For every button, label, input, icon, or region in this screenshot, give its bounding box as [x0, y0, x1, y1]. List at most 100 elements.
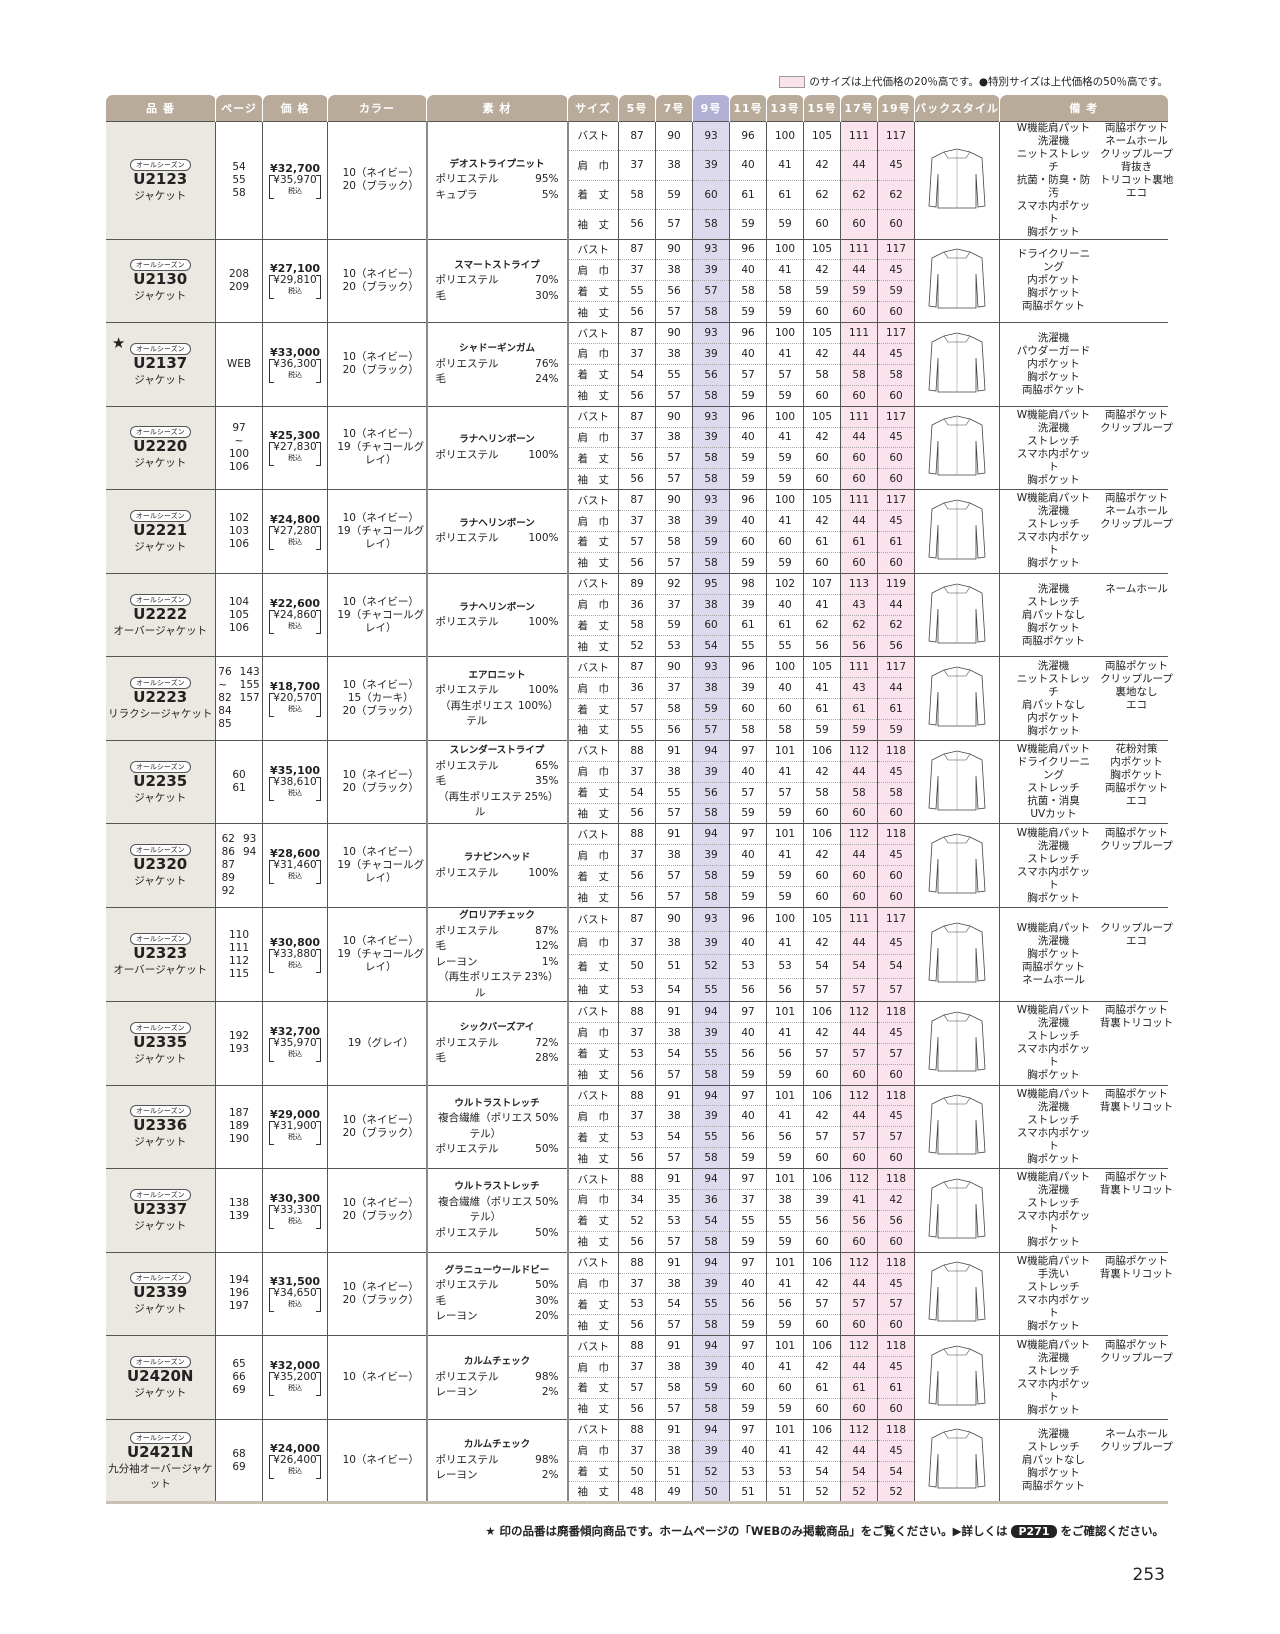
- size-value: 87: [618, 405, 656, 428]
- size-value: 56: [766, 977, 804, 1002]
- percent: 25%）: [524, 790, 559, 803]
- page-ref: 100: [228, 447, 250, 460]
- size-value: 59: [840, 280, 878, 302]
- legend-text: のサイズは上代価格の20％高です。●特別サイズは上代価格の50％高です。: [809, 76, 1168, 88]
- note-item: ストレッチ: [1027, 434, 1080, 447]
- notes-col: ドライクリーニング 内ポケット 胸ポケット 両脇ポケット: [1012, 248, 1095, 313]
- measure-label: 袖 丈: [566, 802, 619, 824]
- price-with-tax: ¥31,460 税込: [269, 860, 321, 885]
- table-row: オールシーズン U2221 ジャケット 102 103 106 ¥24,800 ¥27,280…: [105, 489, 1173, 574]
- size-value: 41: [766, 1439, 804, 1462]
- size-value: 54: [655, 1126, 693, 1148]
- back-style-cell: [914, 907, 1000, 1002]
- pages-col: 62 86 87 89 92: [222, 833, 235, 898]
- size-value: 45: [877, 1105, 915, 1127]
- header-size-9: 9号: [692, 95, 730, 121]
- note-item: スマホ内ポケット: [1016, 199, 1091, 225]
- table-row: 着 丈 56 57 58 59 59 60 60 60: [106, 447, 1168, 469]
- pages-cell: 194 196 197: [215, 1251, 263, 1336]
- composition-row: キュプラ 5%: [436, 188, 559, 204]
- notes-col: W機能肩パット 洗濯機 ニットストレッチ 抗菌・防臭・防汚 スマホ内ポケット 胸ポケット: [1012, 122, 1095, 239]
- size-value: 56: [729, 1042, 767, 1065]
- composition-row: ポリエステル 65%: [436, 759, 559, 775]
- size-value: 118: [877, 1335, 915, 1357]
- measure-label: 着 丈: [566, 614, 619, 636]
- size-value: 58: [692, 209, 730, 239]
- size-value: 37: [618, 930, 656, 955]
- notes-cell: W機能肩パット 洗濯機 ストレッチ スマホ内ポケット 胸ポケット 両脇ポケット 背裏トリコッ…: [999, 1168, 1173, 1253]
- price: ¥33,000: [269, 345, 321, 359]
- size-value: 59: [692, 1377, 730, 1399]
- tax-label: 税込: [287, 872, 302, 881]
- note-item: 胸ポケット: [1027, 1319, 1080, 1332]
- color-option: 19（チャコールグレイ）: [337, 524, 425, 550]
- size-value: 117: [877, 322, 915, 344]
- size-value: 55: [692, 977, 730, 1002]
- notes-columns: W機能肩パット 洗濯機 ニットストレッチ 抗菌・防臭・防汚 スマホ内ポケット 胸ポケット両…: [1012, 122, 1174, 239]
- product-code: U2123: [133, 169, 188, 188]
- pages-columns: 76 ~82 84 85 143 155 157: [216, 666, 262, 731]
- table-row: 着 丈 50 51 52 53 53 54 54 54: [106, 954, 1168, 978]
- size-value: 44: [877, 677, 915, 699]
- size-value: 58: [618, 179, 656, 210]
- size-value: 58: [692, 468, 730, 490]
- size-value: 57: [766, 363, 804, 386]
- price: ¥35,100: [269, 763, 321, 777]
- size-value: 91: [655, 823, 693, 845]
- page-ref-badge[interactable]: P271: [1011, 1524, 1057, 1538]
- size-value: 41: [766, 1105, 804, 1127]
- size-value: 59: [766, 886, 804, 908]
- header-size-13: 13号: [766, 95, 804, 121]
- size-value: 56: [729, 1293, 767, 1315]
- table-row: 袖 丈 56 57 58 59 59 60 60 60: [106, 468, 1168, 490]
- size-value: 52: [840, 1481, 878, 1503]
- notes-cell: ドライクリーニング 内ポケット 胸ポケット 両脇ポケット: [999, 238, 1168, 323]
- note-item: 洗濯機: [1037, 1017, 1070, 1030]
- note-item: W機能肩パット: [1016, 1171, 1091, 1184]
- tax-label: 税込: [287, 1384, 302, 1393]
- note-item: 胸ポケット: [1110, 769, 1163, 782]
- size-value: 58: [655, 698, 693, 720]
- size-value: 44: [840, 426, 878, 448]
- color-option: 19（チャコールグレイ）: [337, 859, 425, 885]
- size-value: 58: [692, 384, 730, 407]
- size-value: 59: [766, 865, 804, 887]
- measure-label: 着 丈: [566, 363, 619, 386]
- color-option: 10（ネイビー）: [342, 595, 419, 608]
- material-cell: スマートストライプ ポリエステル 70% 毛 30%: [425, 238, 568, 323]
- composition-row: ポリエステル 87%: [436, 924, 559, 940]
- measure-label: 着 丈: [566, 698, 619, 720]
- table-row: オールシーズン U2235 ジャケット 60 61 ¥35,100 ¥38,610 税込 10（…: [105, 739, 1168, 824]
- back-style-cell: [914, 823, 1000, 908]
- table-row: 袖 丈 56 57 58 59 59 60 60 60: [106, 802, 1168, 824]
- size-value: 52: [803, 1481, 841, 1503]
- size-value: 40: [729, 1356, 767, 1378]
- size-value: 60: [803, 802, 841, 824]
- size-value: 42: [803, 342, 841, 365]
- table-row: オールシーズン U2223 リラクシージャケット 76 ~82 84 85 143 155 157…: [105, 656, 1173, 741]
- size-value: 59: [766, 384, 804, 407]
- table-row: 着 丈 54 55 56 57 57 58 58 58: [106, 781, 1168, 804]
- size-value: 118: [877, 739, 915, 762]
- size-value: 59: [692, 698, 730, 720]
- percent: 98%: [535, 1370, 559, 1383]
- pages-cell: 192 193: [215, 1001, 263, 1086]
- composition-row: 毛 30%: [436, 289, 559, 305]
- size-value: 54: [840, 1460, 878, 1482]
- page-number: 253: [1132, 1565, 1165, 1585]
- note-item: 両脇ポケット: [1105, 782, 1168, 795]
- size-value: 62: [803, 614, 841, 636]
- size-value: 37: [618, 150, 656, 180]
- size-value: 44: [840, 342, 878, 365]
- note-item: スマホ内ポケット: [1016, 1293, 1091, 1319]
- color-option: 20（ブラック）: [342, 180, 419, 192]
- size-value: 100: [766, 405, 804, 428]
- price-legend: のサイズは上代価格の20％高です。●特別サイズは上代価格の50％高です。: [779, 74, 1168, 89]
- size-value: 112: [840, 1418, 878, 1441]
- measure-label: 袖 丈: [566, 301, 619, 323]
- size-value: 60: [729, 530, 767, 553]
- jacket-back-icon: [922, 1094, 992, 1163]
- table-row: 袖 丈 56 57 58 59 59 60 60 60: [106, 209, 1168, 239]
- product-cell: オールシーズン U2235 ジャケット: [105, 739, 216, 824]
- back-style-cell: [914, 1001, 1000, 1086]
